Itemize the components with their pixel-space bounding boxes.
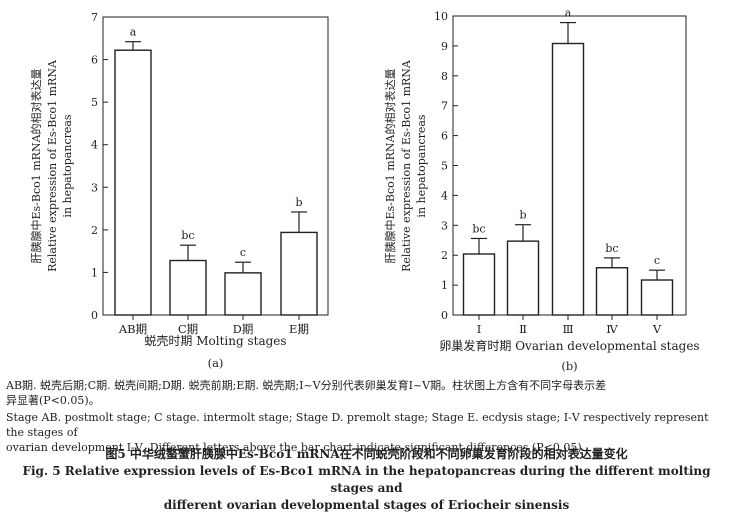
p1-bar bbox=[114, 49, 152, 316]
p1-bar bbox=[169, 259, 207, 316]
p1-x-tick-label: D期 bbox=[233, 322, 254, 336]
p1-plot-frame bbox=[102, 16, 329, 316]
p2-y-tick-label: 10 bbox=[434, 10, 448, 23]
p1-y-axis-label-line: 肝胰腺中Es-Bco1 mRNA的相对表达量 bbox=[29, 68, 43, 263]
p1-x-axis-label: 蜕壳时期 Molting stages bbox=[144, 334, 286, 348]
p1-y-tick-label: 1 bbox=[91, 266, 98, 279]
p1-x-tick-label: E期 bbox=[289, 322, 309, 336]
p2-y-axis-label-line: in hepatopancreas bbox=[415, 114, 428, 218]
p2-x-tick-label: Ⅴ bbox=[652, 322, 662, 336]
p1-y-tick-label: 2 bbox=[91, 224, 98, 237]
p1-y-axis-label-line: Relative expression of Es-Bco1 mRNA bbox=[46, 59, 59, 272]
p2-significance-letter: c bbox=[654, 254, 660, 267]
p1-panel-label: (a) bbox=[208, 356, 224, 370]
p2-significance-letter: bc bbox=[472, 222, 485, 235]
p2-significance-letter: bc bbox=[605, 242, 618, 255]
p1-y-tick-label: 3 bbox=[91, 181, 98, 194]
p2-y-tick-label: 9 bbox=[441, 40, 448, 53]
p2-significance-letter: b bbox=[519, 209, 526, 222]
caption-chinese: 图5 中华绒螯蟹肝胰腺中Es-Bco1 mRNA在不同蜕壳阶段和不同卵巢发育阶段… bbox=[105, 447, 628, 461]
p2-y-tick-label: 0 bbox=[441, 309, 448, 322]
note-line-2: 异显著(P<0.05)。 bbox=[6, 394, 100, 407]
p2-y-axis-label-line: 肝胰腺中Es-Bco1 mRNA的相对表达量 bbox=[383, 68, 397, 263]
p1-y-tick-label: 6 bbox=[91, 54, 98, 67]
p2-bar bbox=[551, 42, 585, 316]
p2-y-tick-label: 4 bbox=[441, 189, 448, 202]
p2-significance-letter: a bbox=[565, 7, 572, 20]
p2-y-tick-label: 7 bbox=[441, 100, 448, 113]
p1-significance-letter: c bbox=[240, 246, 246, 259]
p1-bar bbox=[224, 272, 262, 316]
p2-y-tick-label: 2 bbox=[441, 249, 448, 262]
p1-significance-letter: b bbox=[295, 196, 302, 209]
caption-english-1: Fig. 5 Relative expression levels of Es-… bbox=[22, 464, 711, 495]
p2-y-tick-label: 6 bbox=[441, 130, 448, 143]
figure-notes: AB期. 蜕壳后期;C期. 蜕壳间期;D期. 蜕壳前期;E期. 蜕壳期;Ⅰ~Ⅴ分… bbox=[6, 378, 728, 455]
p2-x-tick-label: Ⅲ bbox=[562, 322, 573, 336]
p2-x-tick-label: Ⅰ bbox=[477, 322, 482, 336]
p2-x-tick-label: Ⅳ bbox=[606, 322, 618, 336]
p1-y-tick-label: 5 bbox=[91, 96, 98, 109]
p1-significance-letter: a bbox=[130, 26, 137, 39]
note-line-4: ovarian development Ⅰ-Ⅴ. Different lette… bbox=[6, 441, 586, 454]
p2-panel-label: (b) bbox=[561, 359, 577, 373]
p2-y-tick-label: 1 bbox=[441, 279, 448, 292]
p2-bar bbox=[506, 240, 540, 316]
p2-bar bbox=[640, 279, 674, 316]
p1-y-tick-label: 4 bbox=[91, 139, 98, 152]
p1-y-tick-label: 0 bbox=[91, 309, 98, 322]
p1-y-tick-label: 7 bbox=[91, 11, 98, 24]
note-line-1: AB期. 蜕壳后期;C期. 蜕壳间期;D期. 蜕壳前期;E期. 蜕壳期;Ⅰ~Ⅴ分… bbox=[6, 379, 607, 392]
p2-y-axis-label-line: Relative expression of Es-Bco1 mRNA bbox=[400, 59, 413, 272]
caption-english-2: different ovarian developmental stages o… bbox=[163, 498, 570, 512]
p2-y-tick-label: 5 bbox=[441, 160, 448, 173]
p2-y-tick-label: 3 bbox=[441, 219, 448, 232]
p2-bar bbox=[595, 267, 629, 316]
p2-x-tick-label: Ⅱ bbox=[519, 322, 527, 336]
p2-y-tick-label: 8 bbox=[441, 70, 448, 83]
p1-y-axis-label-line: in hepatopancreas bbox=[61, 114, 74, 218]
p1-significance-letter: bc bbox=[181, 229, 194, 242]
p1-x-tick-label: AB期 bbox=[118, 322, 147, 336]
note-line-3: Stage AB. postmolt stage; C stage. inter… bbox=[6, 411, 709, 439]
p1-bar bbox=[280, 231, 318, 316]
p2-bar bbox=[462, 253, 496, 316]
p1-x-tick-label: C期 bbox=[178, 322, 198, 336]
p2-x-axis-label: 卵巢发育时期 Ovarian developmental stages bbox=[439, 338, 699, 353]
figure-caption: 图5 中华绒螯蟹肝胰腺中Es-Bco1 mRNA在不同蜕壳阶段和不同卵巢发育阶段… bbox=[0, 446, 733, 514]
